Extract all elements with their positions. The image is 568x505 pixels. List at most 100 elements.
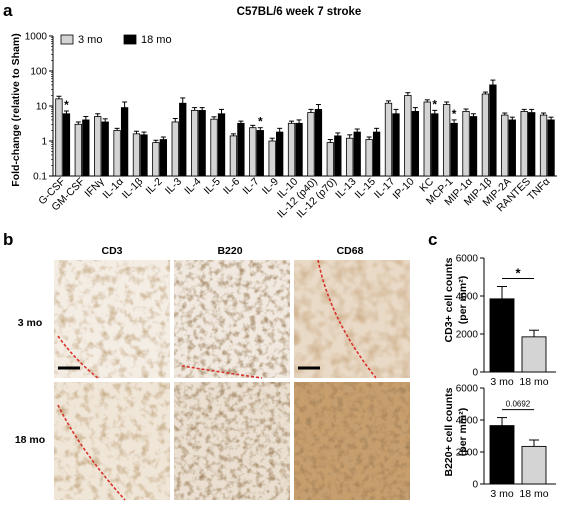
bar-kc-3-mo xyxy=(423,101,431,177)
legend-swatch-3mo xyxy=(60,34,74,45)
bar-mip-1-18-mo xyxy=(489,84,497,177)
micrograph-col-cd3: CD3 xyxy=(101,245,122,257)
bar-mip-2a-18-mo xyxy=(508,119,516,177)
chart-c2-significance-label: 0.0692 xyxy=(506,400,531,409)
micrograph-row-18mo: 18 mo xyxy=(15,434,45,446)
chart-a-xtick-label-il-2: IL-2 xyxy=(143,176,164,197)
bar-il-4-3-mo xyxy=(190,109,199,177)
chart-c2-ylabel: B220+ cell counts xyxy=(443,387,455,476)
bar-il-9-18-mo xyxy=(276,131,284,177)
chart-c1-plot: 0 2000 4000 6000 3 mo 18 mo * xyxy=(456,254,556,388)
chart-c1-significance-label: * xyxy=(515,266,521,281)
chart-a-xtick-label-il-4: IL-4 xyxy=(182,176,203,197)
bar-il-1-3-mo xyxy=(132,133,141,177)
chart-c2-xtick-label-18-mo: 18 mo xyxy=(519,488,548,500)
chart-a-xtick-label-il-1: IL-1β xyxy=(120,176,146,202)
micrograph-b220-18mo xyxy=(174,382,290,500)
chart-c1-ylabel: CD3+ cell counts xyxy=(443,257,455,342)
chart-c2-ytick-label-0: 0 xyxy=(472,480,478,491)
bar-il-4-18-mo xyxy=(198,109,206,177)
panel-letter-c: c xyxy=(428,230,437,249)
bar-il-7-18-mo xyxy=(256,130,264,177)
chart-a-xtick-label-il-6: IL-6 xyxy=(221,176,242,197)
chart-a-xtick-label-tnf: TNFα xyxy=(525,176,552,203)
bar-il-2-18-mo xyxy=(159,139,168,177)
bar-il-12-p70-18-mo xyxy=(334,135,342,177)
bar-il-15-18-mo xyxy=(372,131,381,177)
chart-a-xtick-label-il-15: IL-15 xyxy=(353,176,379,202)
bar-mcp-1-3-mo xyxy=(442,104,451,177)
chart-c1-bar-3-mo xyxy=(489,298,515,373)
micrograph-cd68-18mo xyxy=(294,382,410,500)
bar-mip-2a-3-mo xyxy=(501,114,509,177)
micrograph-cd3-3mo xyxy=(54,260,170,379)
chart-a-xtick-label-il-5: IL-5 xyxy=(202,176,223,197)
bar-il-9-3-mo xyxy=(268,140,276,177)
panel-letter-a: a xyxy=(3,1,13,20)
bar-ifn-3-mo xyxy=(94,116,102,177)
chart-a-ytick-label-10: 10 xyxy=(36,102,48,113)
bar-il-3-18-mo xyxy=(179,102,187,177)
chart-c2-ytick-label-6000: 6000 xyxy=(456,384,479,395)
chart-a-xtick-label-il-1: IL-1α xyxy=(100,176,126,202)
bar-g-csf-3-mo xyxy=(55,98,63,177)
bar-il-1-18-mo xyxy=(120,107,129,177)
micrograph-b220-3mo xyxy=(174,260,290,379)
bar-il-13-3-mo xyxy=(346,137,354,177)
chart-c1-ytick-label-6000: 6000 xyxy=(456,254,479,265)
chart-a-plot: 0.11101001000G-CSFGM-CSFIFNγIL-1αIL-1βIL… xyxy=(25,32,557,220)
chart-c1-ylabel-unit: (per mm²) xyxy=(457,276,469,324)
bar-il-2-3-mo xyxy=(152,142,160,177)
bar-il-12-p70-3-mo xyxy=(326,142,334,177)
micrograph-col-cd68: CD68 xyxy=(337,245,364,257)
bar-il-13-18-mo xyxy=(353,131,361,177)
chart-c2-plot: 0 2000 4000 6000 3 mo 18 mo 0.0692 xyxy=(456,384,556,500)
chart-c1-ytick-label-4000: 4000 xyxy=(456,292,479,303)
chart-a-ytick-label-1000: 1000 xyxy=(25,32,48,43)
micrograph-cd68-3mo xyxy=(294,259,410,379)
bar-il-7-3-mo xyxy=(249,127,257,177)
bar-ip-10-3-mo xyxy=(404,95,412,177)
bar-mcp-1-18-mo xyxy=(450,122,458,177)
micrograph-row-3mo: 3 mo xyxy=(18,317,43,329)
chart-a-legend: 3 mo 18 mo xyxy=(60,34,172,46)
chart-c1-bar-18-mo xyxy=(521,336,547,373)
bar-g-csf-18-mo xyxy=(62,113,71,177)
legend-swatch-18mo xyxy=(123,34,137,45)
chart-a-ytick-label-1: 1 xyxy=(41,137,47,148)
bar-il-6-18-mo xyxy=(237,122,245,177)
chart-a-xtick-label-ip-10: IP-10 xyxy=(390,176,416,202)
bar-il-12-p40-18-mo xyxy=(314,108,323,177)
chart-c2-ytick-label-4000: 4000 xyxy=(456,416,479,427)
chart-c1-xtick-label-18-mo: 18 mo xyxy=(519,376,548,388)
bar-il-12-p40-3-mo xyxy=(307,112,315,177)
bar-gm-csf-3-mo xyxy=(74,123,82,177)
bar-il-6-3-mo xyxy=(229,135,238,177)
significance-star-il-7: * xyxy=(258,115,263,129)
chart-a-title: C57BL/6 week 7 stroke xyxy=(237,6,362,18)
legend-label-18mo: 18 mo xyxy=(141,34,172,46)
panel-letter-b: b xyxy=(3,230,13,249)
bar-mip-1-3-mo xyxy=(481,93,490,177)
bar-il-1-18-mo xyxy=(140,134,148,177)
bar-rantes-3-mo xyxy=(520,111,528,177)
chart-c1-xtick-label-3-mo: 3 mo xyxy=(490,376,514,388)
bar-ip-10-18-mo xyxy=(411,111,420,177)
bar-il-17-18-mo xyxy=(392,113,400,177)
significance-star-mcp-1: * xyxy=(452,107,457,121)
chart-c2-bar-18-mo xyxy=(521,445,547,485)
chart-c2-ytick-label-2000: 2000 xyxy=(456,448,479,459)
bar-gm-csf-18-mo xyxy=(82,119,90,177)
legend-label-3mo: 3 mo xyxy=(78,34,102,46)
chart-a-ytick-label-100: 100 xyxy=(30,67,47,78)
chart-c2-bar-3-mo xyxy=(489,425,515,485)
chart-c1-ytick-label-2000: 2000 xyxy=(456,330,479,341)
bar-tnf-3-mo xyxy=(539,114,548,177)
bar-il-10-3-mo xyxy=(287,122,296,177)
chart-a-ytick-label-0-1: 0.1 xyxy=(33,172,47,183)
bar-il-1-3-mo xyxy=(113,130,121,177)
chart-c1-ytick-label-0: 0 xyxy=(472,368,478,379)
chart-c2-ylabel-unit: (per mm²) xyxy=(457,408,469,456)
micrograph-col-b220: B220 xyxy=(217,245,242,257)
